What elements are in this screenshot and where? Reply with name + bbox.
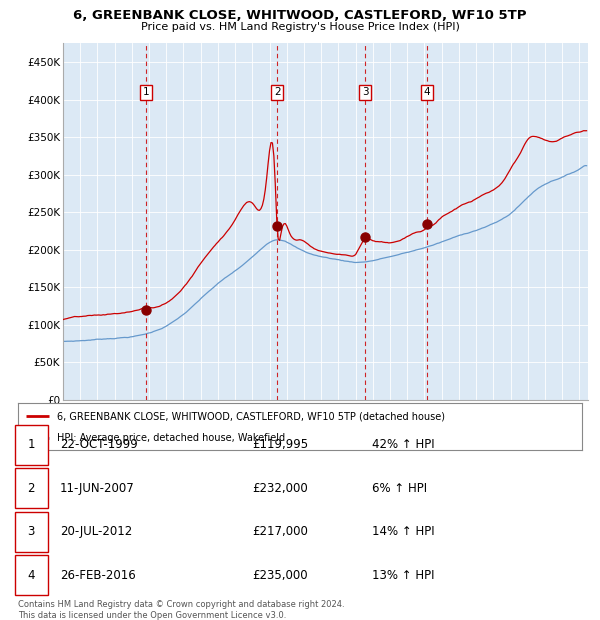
Text: 2: 2	[28, 482, 35, 495]
Text: 1: 1	[142, 87, 149, 97]
Text: £235,000: £235,000	[252, 569, 308, 582]
Text: 2: 2	[274, 87, 280, 97]
Text: £217,000: £217,000	[252, 525, 308, 538]
Text: £119,995: £119,995	[252, 438, 308, 451]
Text: 1: 1	[28, 438, 35, 451]
Text: £232,000: £232,000	[252, 482, 308, 495]
Text: 4: 4	[28, 569, 35, 582]
Text: 11-JUN-2007: 11-JUN-2007	[60, 482, 135, 495]
Text: 3: 3	[28, 525, 35, 538]
Text: 26-FEB-2016: 26-FEB-2016	[60, 569, 136, 582]
Text: HPI: Average price, detached house, Wakefield: HPI: Average price, detached house, Wake…	[58, 433, 286, 443]
Text: 13% ↑ HPI: 13% ↑ HPI	[372, 569, 434, 582]
Text: 42% ↑ HPI: 42% ↑ HPI	[372, 438, 434, 451]
Text: 6, GREENBANK CLOSE, WHITWOOD, CASTLEFORD, WF10 5TP: 6, GREENBANK CLOSE, WHITWOOD, CASTLEFORD…	[73, 9, 527, 22]
Text: 6, GREENBANK CLOSE, WHITWOOD, CASTLEFORD, WF10 5TP (detached house): 6, GREENBANK CLOSE, WHITWOOD, CASTLEFORD…	[58, 411, 445, 421]
Text: 22-OCT-1999: 22-OCT-1999	[60, 438, 138, 451]
Text: Price paid vs. HM Land Registry's House Price Index (HPI): Price paid vs. HM Land Registry's House …	[140, 22, 460, 32]
Text: 6% ↑ HPI: 6% ↑ HPI	[372, 482, 427, 495]
Text: 20-JUL-2012: 20-JUL-2012	[60, 525, 132, 538]
Text: 3: 3	[362, 87, 368, 97]
Text: 14% ↑ HPI: 14% ↑ HPI	[372, 525, 434, 538]
Text: Contains HM Land Registry data © Crown copyright and database right 2024.
This d: Contains HM Land Registry data © Crown c…	[18, 600, 344, 619]
Text: 4: 4	[424, 87, 430, 97]
